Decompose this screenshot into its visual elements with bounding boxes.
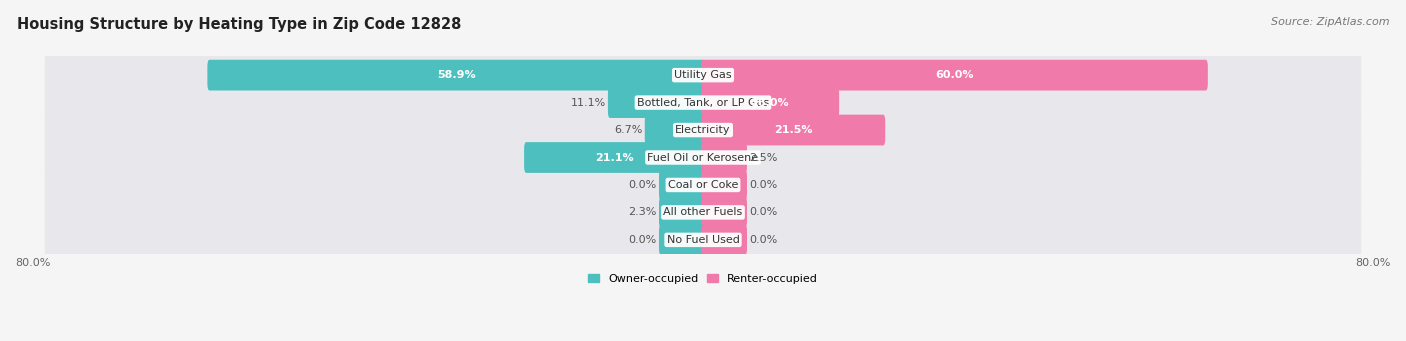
Text: 0.0%: 0.0% bbox=[628, 235, 657, 245]
FancyBboxPatch shape bbox=[702, 115, 886, 145]
Text: 0.0%: 0.0% bbox=[628, 180, 657, 190]
Text: 11.1%: 11.1% bbox=[571, 98, 606, 108]
FancyBboxPatch shape bbox=[702, 169, 747, 201]
FancyBboxPatch shape bbox=[702, 60, 1208, 90]
Text: 2.5%: 2.5% bbox=[749, 152, 778, 163]
Text: All other Fuels: All other Fuels bbox=[664, 207, 742, 218]
Text: No Fuel Used: No Fuel Used bbox=[666, 235, 740, 245]
FancyBboxPatch shape bbox=[607, 87, 704, 118]
Text: Electricity: Electricity bbox=[675, 125, 731, 135]
FancyBboxPatch shape bbox=[45, 165, 1361, 205]
Text: Source: ZipAtlas.com: Source: ZipAtlas.com bbox=[1271, 17, 1389, 27]
FancyBboxPatch shape bbox=[659, 197, 704, 228]
Text: 2.3%: 2.3% bbox=[628, 207, 657, 218]
Text: 21.1%: 21.1% bbox=[595, 152, 634, 163]
FancyBboxPatch shape bbox=[659, 169, 704, 201]
FancyBboxPatch shape bbox=[45, 110, 1361, 150]
Text: 58.9%: 58.9% bbox=[437, 70, 475, 80]
FancyBboxPatch shape bbox=[45, 220, 1361, 260]
Text: Coal or Coke: Coal or Coke bbox=[668, 180, 738, 190]
Text: 0.0%: 0.0% bbox=[749, 207, 778, 218]
FancyBboxPatch shape bbox=[45, 55, 1361, 95]
FancyBboxPatch shape bbox=[702, 142, 747, 173]
FancyBboxPatch shape bbox=[645, 115, 704, 145]
Text: Housing Structure by Heating Type in Zip Code 12828: Housing Structure by Heating Type in Zip… bbox=[17, 17, 461, 32]
FancyBboxPatch shape bbox=[702, 224, 747, 255]
Text: Fuel Oil or Kerosene: Fuel Oil or Kerosene bbox=[647, 152, 759, 163]
FancyBboxPatch shape bbox=[702, 87, 839, 118]
Text: Utility Gas: Utility Gas bbox=[675, 70, 731, 80]
FancyBboxPatch shape bbox=[524, 142, 704, 173]
Text: 0.0%: 0.0% bbox=[749, 180, 778, 190]
Text: 6.7%: 6.7% bbox=[614, 125, 643, 135]
FancyBboxPatch shape bbox=[45, 192, 1361, 233]
FancyBboxPatch shape bbox=[45, 82, 1361, 123]
Text: 60.0%: 60.0% bbox=[935, 70, 973, 80]
FancyBboxPatch shape bbox=[208, 60, 704, 90]
FancyBboxPatch shape bbox=[45, 137, 1361, 178]
Text: Bottled, Tank, or LP Gas: Bottled, Tank, or LP Gas bbox=[637, 98, 769, 108]
FancyBboxPatch shape bbox=[702, 197, 747, 228]
Text: 21.5%: 21.5% bbox=[773, 125, 813, 135]
Text: 16.0%: 16.0% bbox=[751, 98, 789, 108]
FancyBboxPatch shape bbox=[659, 224, 704, 255]
Legend: Owner-occupied, Renter-occupied: Owner-occupied, Renter-occupied bbox=[588, 273, 818, 284]
Text: 0.0%: 0.0% bbox=[749, 235, 778, 245]
